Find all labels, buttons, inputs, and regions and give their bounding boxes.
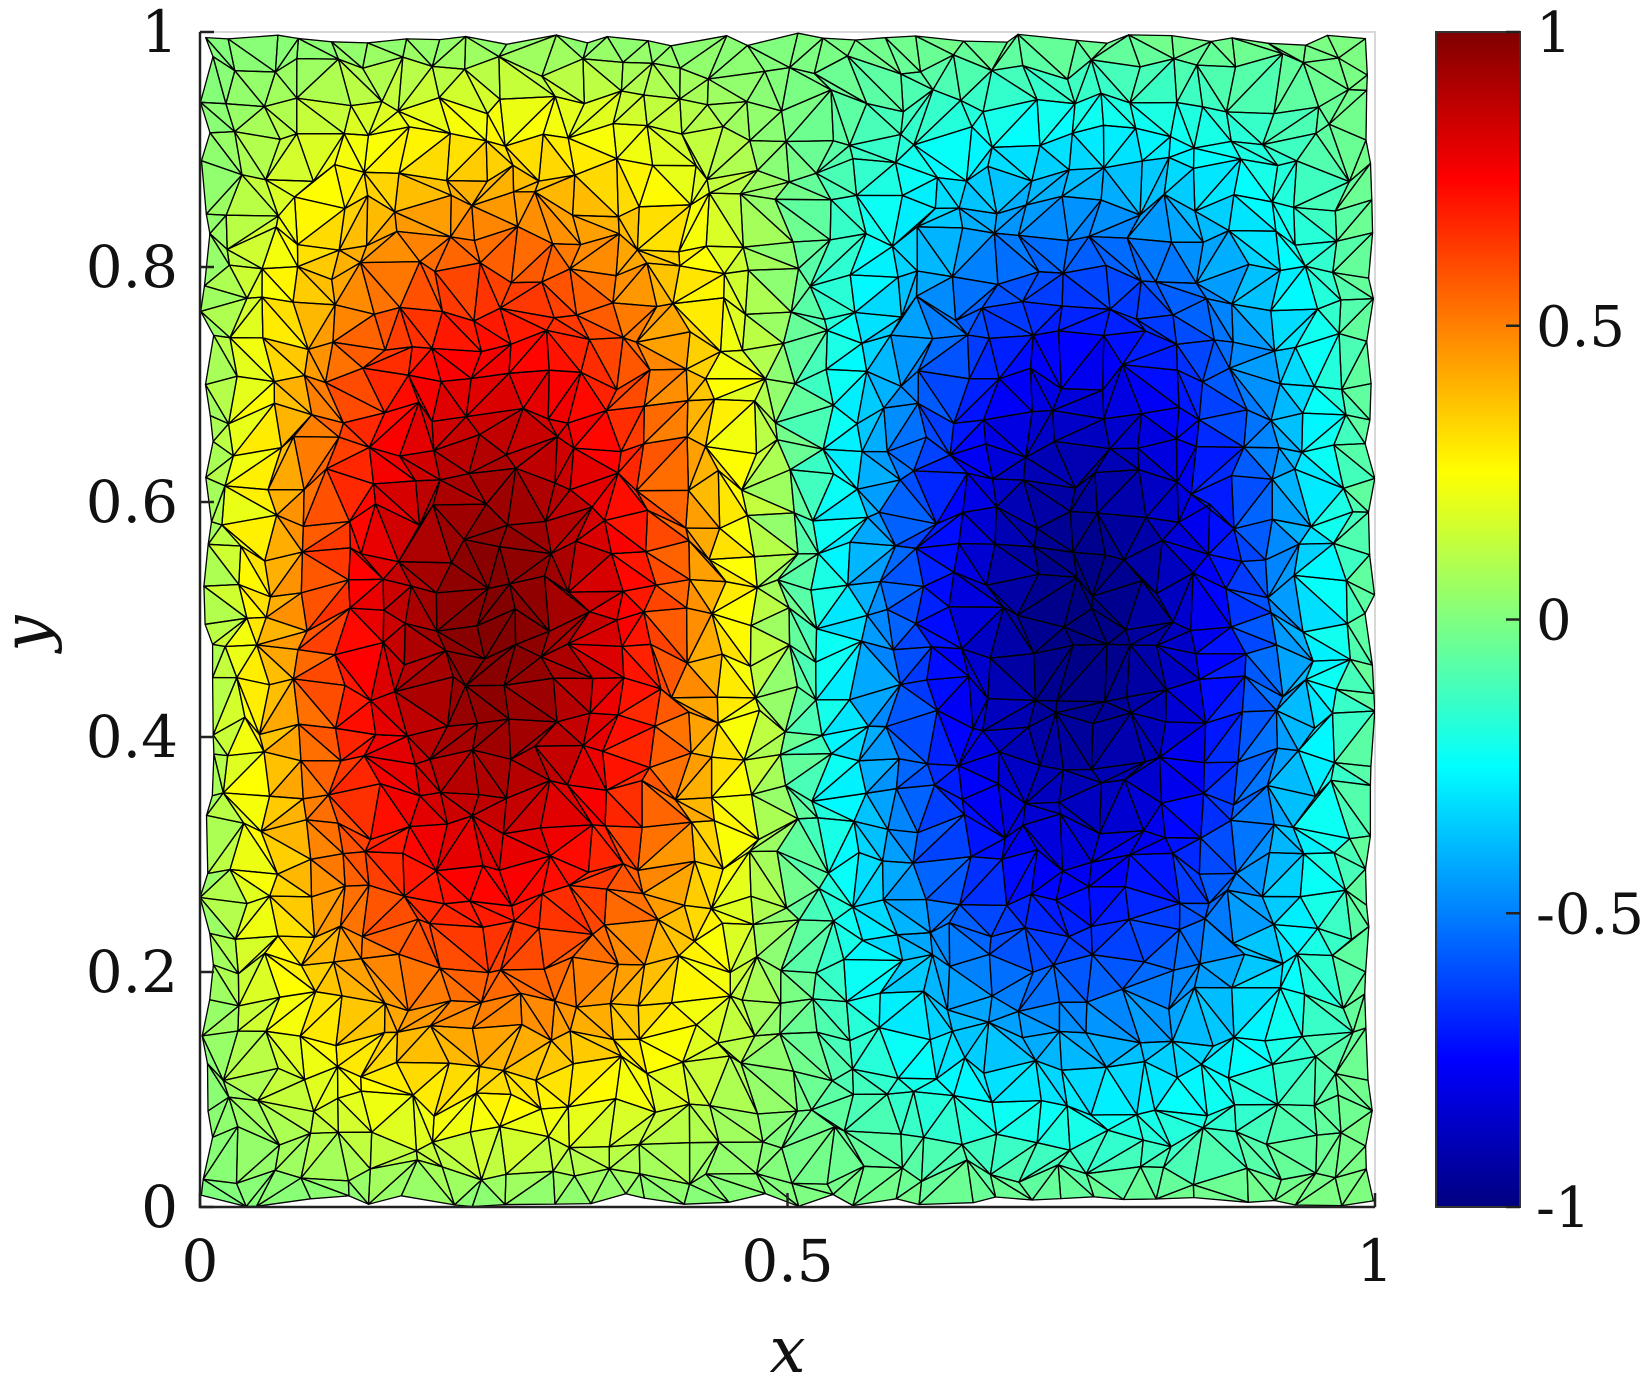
y-tick-label: 0.2 [86,938,178,1006]
mesh-triangle-edge [707,35,749,80]
mesh-triangle-edge [670,35,728,69]
x-tick-label: 0.5 [741,1227,833,1295]
mesh-triangle-edge [431,35,467,68]
y-tick-label: 0 [141,1173,178,1241]
colorbar-tick-label: 0.5 [1536,295,1625,360]
mesh-triangle-edge [788,32,824,69]
x-tick-label: 0 [182,1227,219,1295]
x-tick-label: 1 [1357,1227,1394,1295]
colorbar-tick-label: -1 [1536,1176,1591,1241]
colorbar: 1 0.5 0 -0.5 -1 [1435,1,1642,1241]
colorbar-tick-label: -0.5 [1536,882,1642,947]
y-tick-label: 0.8 [86,233,178,301]
y-axis: 0 0.2 0.4 0.6 0.8 1 [86,0,214,1241]
colorbar-tick-label: 0 [1536,589,1572,654]
mesh-triangle-edge [1090,34,1130,61]
colorbar-tick-label: 1 [1536,1,1572,66]
colorbar-ticks: 1 0.5 0 -0.5 -1 [1506,1,1642,1241]
mesh-triangle-edge [498,34,558,58]
mesh-edges [200,32,1375,1207]
y-tick-label: 1 [141,0,178,66]
mesh-triangle-edge [274,34,300,73]
mesh-triangle-edge [647,40,672,64]
x-axis-label: x [769,1314,805,1388]
mesh-triangle-edge [1326,34,1367,59]
plot-area [198,31,1376,1209]
y-tick-label: 0.4 [86,703,178,771]
mesh-triangle-edge [991,33,1019,72]
mesh-triangle-edge [1171,34,1212,60]
y-tick-label: 0.6 [86,468,178,536]
mesh-triangle-edge [582,35,608,60]
y-axis-label: y [0,615,64,655]
x-axis: 0 0.5 1 [182,1193,1394,1295]
mesh-triangle-edge [606,35,649,64]
